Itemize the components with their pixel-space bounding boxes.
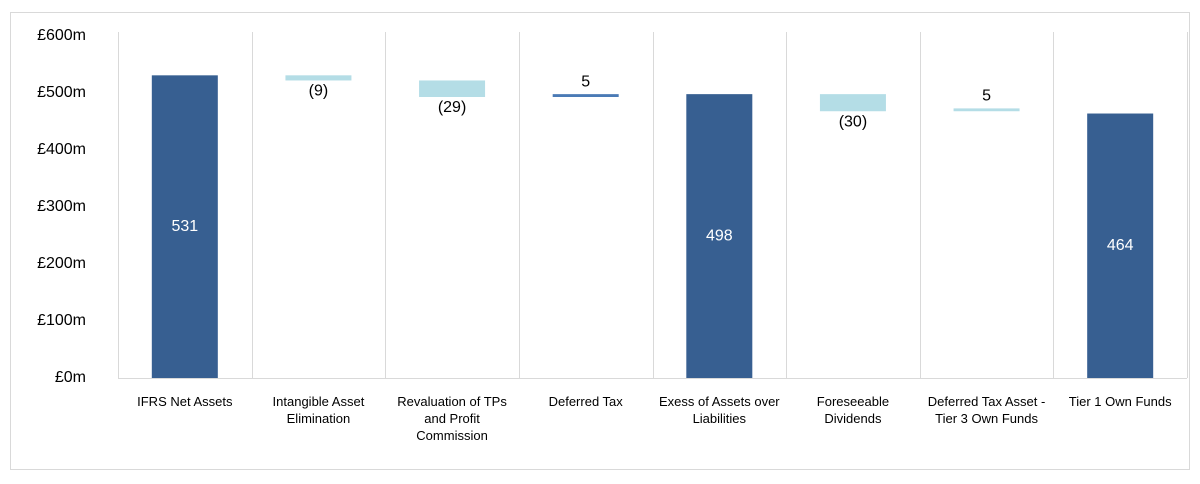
bar: [1087, 113, 1154, 379]
value-label: (29): [438, 99, 466, 116]
x-tick-label: Tier 1 Own Funds: [1068, 394, 1172, 409]
x-tick-label: IFRS Net Assets: [137, 394, 233, 409]
value-label: 5: [581, 73, 590, 90]
y-tick-label: £0m: [55, 369, 86, 386]
bar: [819, 94, 886, 112]
value-label: 5: [982, 88, 991, 105]
y-tick-label: £200m: [37, 255, 86, 272]
value-label: (9): [309, 83, 329, 100]
bar: [151, 75, 218, 378]
y-tick-label: £600m: [37, 27, 86, 44]
x-tick-label: Intangible Asset Elimination: [272, 394, 365, 426]
bar: [953, 108, 1020, 112]
bar: [285, 75, 352, 81]
y-tick-label: £500m: [37, 84, 86, 101]
value-label: (30): [839, 113, 867, 130]
value-label: 498: [706, 227, 733, 244]
value-label: 531: [171, 218, 198, 235]
bar: [419, 80, 486, 97]
bar: [686, 94, 753, 378]
x-tick-label: Revaluation of TPs and Profit Commission: [397, 394, 507, 443]
bar: [552, 94, 619, 97]
x-tick-label: Exess of Assets over Liabilities: [658, 394, 780, 426]
x-tick-label: Deferred Tax: [548, 394, 623, 409]
y-tick-label: £400m: [37, 141, 86, 158]
x-tick-label: Foreseeable Dividends: [816, 394, 890, 426]
y-tick-label: £300m: [37, 198, 86, 215]
y-tick-label: £100m: [37, 312, 86, 329]
value-label: 464: [1107, 237, 1134, 254]
x-tick-label: Deferred Tax Asset - Tier 3 Own Funds: [927, 394, 1046, 426]
